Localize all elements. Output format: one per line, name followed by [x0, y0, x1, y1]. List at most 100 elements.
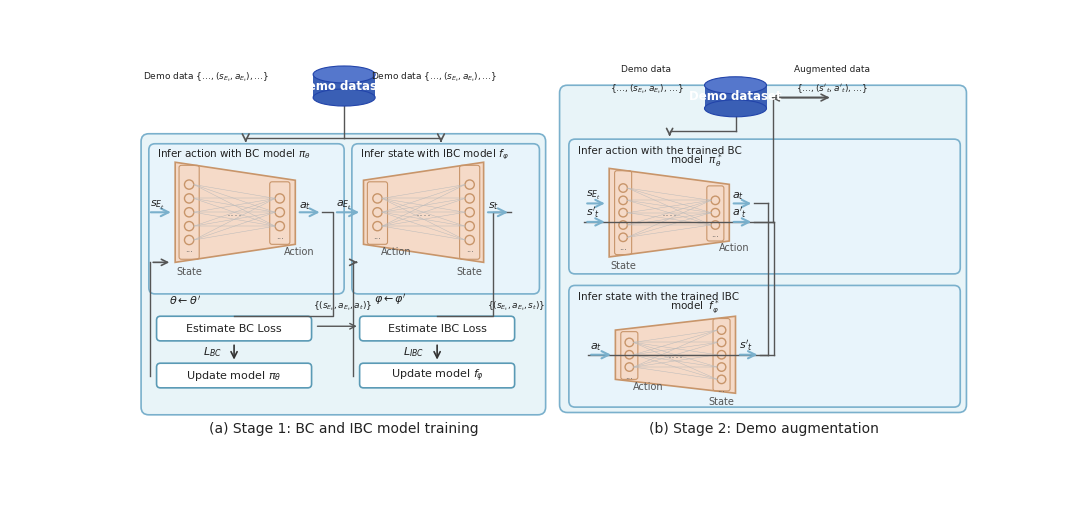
FancyBboxPatch shape — [141, 134, 546, 415]
FancyBboxPatch shape — [569, 139, 960, 274]
Polygon shape — [364, 162, 483, 262]
Polygon shape — [175, 162, 296, 262]
Text: ...: ... — [186, 245, 193, 255]
Text: $a'_t$: $a'_t$ — [733, 206, 748, 220]
Text: ...: ... — [718, 385, 725, 394]
Text: $a_t$: $a_t$ — [299, 199, 311, 212]
Text: ...: ... — [619, 243, 627, 251]
Circle shape — [373, 222, 382, 231]
Text: ...: ... — [276, 231, 284, 240]
Text: Demo dataset: Demo dataset — [298, 79, 391, 92]
FancyBboxPatch shape — [359, 363, 515, 388]
Circle shape — [718, 338, 726, 346]
Text: ...: ... — [711, 230, 720, 239]
Text: ....: .... — [227, 206, 243, 219]
Circle shape — [465, 208, 475, 217]
Text: Infer action with BC model $\pi_\theta$: Infer action with BC model $\pi_\theta$ — [156, 147, 310, 162]
Text: ....: .... — [668, 348, 683, 361]
FancyBboxPatch shape — [560, 85, 967, 413]
Text: Demo data $\{\ldots,(s_{E_t},a_{E_t}),\ldots\}$: Demo data $\{\ldots,(s_{E_t},a_{E_t}),\l… — [371, 71, 497, 84]
Text: $s_{E_t}$: $s_{E_t}$ — [150, 198, 165, 212]
Text: Estimate IBC Loss: Estimate IBC Loss — [387, 324, 487, 334]
Circle shape — [373, 194, 382, 203]
Polygon shape — [705, 85, 766, 109]
Ellipse shape — [313, 89, 375, 106]
Ellipse shape — [705, 100, 766, 117]
Text: Demo data: Demo data — [622, 66, 671, 74]
Text: Action: Action — [719, 243, 749, 254]
Circle shape — [718, 375, 726, 384]
Circle shape — [619, 196, 627, 205]
FancyBboxPatch shape — [352, 144, 540, 294]
Text: $a_t$: $a_t$ — [733, 190, 745, 202]
FancyBboxPatch shape — [569, 285, 960, 407]
Text: Infer action with the trained BC: Infer action with the trained BC — [578, 145, 742, 156]
Circle shape — [718, 326, 726, 334]
Text: (a) Stage 1: BC and IBC model training: (a) Stage 1: BC and IBC model training — [209, 422, 479, 436]
Text: $\{\ldots,(s_{E_t},a_{E_t}),\ldots\}$: $\{\ldots,(s_{E_t},a_{E_t}),\ldots\}$ — [610, 82, 683, 96]
Text: $s'_t$: $s'_t$ — [739, 338, 753, 353]
Circle shape — [718, 350, 726, 359]
Circle shape — [619, 209, 627, 217]
Text: ...: ... — [626, 373, 633, 381]
Circle shape — [185, 235, 194, 244]
Text: model  $f_\varphi^*$: model $f_\varphi^*$ — [670, 298, 720, 316]
Text: $a_t$: $a_t$ — [590, 341, 602, 353]
Polygon shape — [610, 168, 729, 257]
Text: (b) Stage 2: Demo augmentation: (b) Stage 2: Demo augmentation — [650, 422, 879, 436]
Circle shape — [711, 196, 720, 205]
Text: State: State — [456, 267, 482, 277]
Text: State: State — [611, 261, 636, 271]
Circle shape — [465, 194, 475, 203]
Text: Update model $f_\varphi$: Update model $f_\varphi$ — [391, 367, 483, 384]
Text: ....: .... — [661, 206, 678, 219]
Text: $s'_t$: $s'_t$ — [586, 206, 600, 220]
Text: Estimate BC Loss: Estimate BC Loss — [187, 324, 282, 334]
Text: $L_{IBC}$: $L_{IBC}$ — [402, 345, 424, 360]
Circle shape — [619, 184, 627, 192]
Polygon shape — [615, 316, 736, 393]
Circle shape — [185, 194, 194, 203]
FancyBboxPatch shape — [156, 316, 312, 341]
Circle shape — [625, 338, 633, 346]
Text: $L_{BC}$: $L_{BC}$ — [203, 345, 221, 360]
Circle shape — [185, 180, 194, 189]
Text: $\theta \leftarrow \theta'$: $\theta \leftarrow \theta'$ — [169, 294, 202, 307]
Circle shape — [185, 222, 194, 231]
FancyBboxPatch shape — [156, 363, 312, 388]
Text: $\varphi \leftarrow \varphi'$: $\varphi \leftarrow \varphi'$ — [374, 292, 407, 307]
Circle shape — [711, 221, 720, 229]
Ellipse shape — [705, 77, 766, 94]
Circle shape — [465, 180, 475, 189]
Text: Augmented data: Augmented data — [794, 66, 871, 74]
FancyBboxPatch shape — [359, 316, 515, 341]
Text: State: State — [176, 267, 202, 277]
Circle shape — [275, 208, 285, 217]
Text: $a_{E_t}$: $a_{E_t}$ — [336, 198, 352, 212]
Text: ....: .... — [415, 206, 432, 219]
Ellipse shape — [313, 66, 375, 83]
Circle shape — [373, 208, 382, 217]
Text: Infer state with the trained IBC: Infer state with the trained IBC — [578, 292, 739, 302]
Circle shape — [625, 363, 633, 371]
Text: $s_t$: $s_t$ — [488, 199, 498, 212]
Circle shape — [625, 350, 633, 359]
Text: Action: Action — [284, 247, 314, 258]
Circle shape — [711, 209, 720, 217]
Circle shape — [275, 222, 285, 231]
Text: $\{\ldots,(s'_t,a'_t),\ldots\}$: $\{\ldots,(s'_t,a'_t),\ldots\}$ — [796, 82, 869, 95]
Text: State: State — [709, 397, 735, 407]
Text: Update model $\pi_\theta$: Update model $\pi_\theta$ — [187, 369, 282, 382]
Circle shape — [275, 194, 285, 203]
Text: ...: ... — [373, 231, 381, 240]
Circle shape — [185, 208, 194, 217]
Circle shape — [465, 235, 475, 244]
Text: Action: Action — [381, 247, 412, 258]
Text: Infer state with IBC model $f_\varphi$: Infer state with IBC model $f_\varphi$ — [359, 147, 508, 162]
Text: Action: Action — [632, 382, 664, 392]
Text: model  $\pi_\theta^*$: model $\pi_\theta^*$ — [670, 153, 722, 169]
FancyBboxPatch shape — [149, 144, 344, 294]
Text: Demo data $\{\ldots,(s_{E_t},a_{E_t}),\ldots\}$: Demo data $\{\ldots,(s_{E_t},a_{E_t}),\l… — [142, 71, 269, 84]
Circle shape — [718, 363, 726, 371]
Text: Demo dataset: Demo dataset — [689, 90, 782, 104]
